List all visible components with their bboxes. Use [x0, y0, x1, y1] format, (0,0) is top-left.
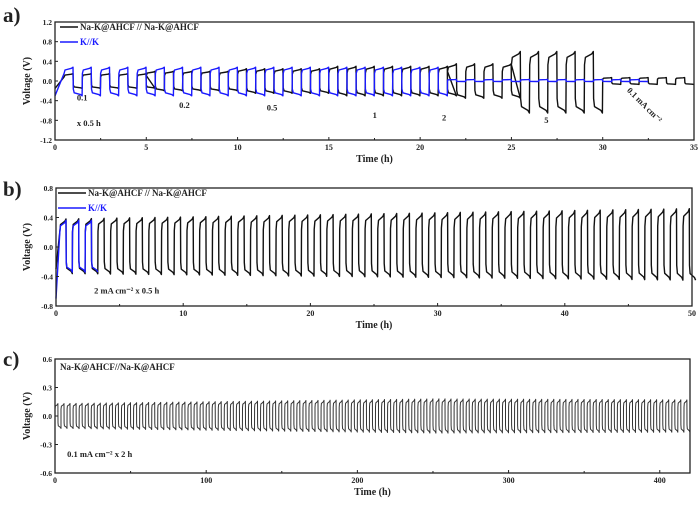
- y-axis-title: Voltage (V): [22, 57, 33, 105]
- x-tick-label: 0: [53, 476, 57, 485]
- annotation-label: 0.2: [179, 100, 190, 110]
- y-tick-label: -0.4: [41, 273, 53, 282]
- annotation-label: x 0.5 h: [77, 118, 101, 128]
- x-tick-label: 50: [688, 309, 696, 318]
- legend-label: K//K: [88, 203, 107, 213]
- y-tick-label: -0.8: [40, 116, 52, 125]
- panel-a: a)0 5 10 15 20 25 30 35-1.2-0.8-0.40.00.40.81.2…: [3, 3, 698, 165]
- y-tick-label: 0.4: [44, 214, 54, 223]
- series-line-0: [54, 398, 691, 434]
- x-tick-label: 300: [503, 476, 515, 485]
- x-tick-label: 25: [507, 143, 515, 152]
- panel-c: c) 0 100 200 300 400 -0.6 -0.3 0.0 0.3 0.6 Time (h)…: [3, 347, 691, 498]
- y-tick-label: 0.0: [43, 77, 53, 86]
- y-tick-label: 0.0: [43, 412, 53, 421]
- panel-label: c): [3, 347, 19, 371]
- annotation-label: 0.1 mA cm⁻² x 2 h: [67, 449, 132, 459]
- x-tick-label: 30: [599, 143, 607, 152]
- x-tick-label: 20: [306, 309, 314, 318]
- annotation-label: 2: [442, 112, 446, 122]
- legend-label: K//K: [80, 37, 99, 47]
- y-tick-label: -0.8: [41, 302, 53, 311]
- x-axis-title: Time (h): [354, 487, 391, 498]
- x-tick-label: 100: [200, 476, 212, 485]
- legend-label: Na-K@AHCF//Na-K@AHCF: [60, 362, 175, 372]
- x-axis-title: Time (h): [356, 320, 393, 331]
- panel-label: a): [3, 3, 21, 27]
- annotation-label: 1: [373, 110, 377, 120]
- series-line-0: [55, 207, 697, 281]
- series-line-1: [55, 219, 99, 299]
- series-line-1: [54, 66, 649, 97]
- x-tick-label: 30: [434, 309, 442, 318]
- x-tick-label: 0: [53, 143, 57, 152]
- annotation-label: 5: [544, 115, 548, 125]
- x-tick-label: 20: [416, 143, 424, 152]
- y-tick-label: -0.6: [40, 469, 52, 478]
- x-tick-label: 40: [561, 309, 569, 318]
- panel-b: b) 0 10 20 30 40 50 -0.8 -0.4 0.0 0.4 0.8 Time (h) Vo…: [3, 177, 697, 331]
- annotation-label: 0.5: [267, 103, 278, 113]
- y-tick-label: 0.0: [44, 243, 54, 252]
- y-tick-label: 0.3: [43, 384, 53, 393]
- y-axis-title: Voltage (V): [22, 223, 33, 271]
- x-tick-label: 10: [234, 143, 242, 152]
- y-tick-label: 0.8: [44, 184, 54, 193]
- legend-label: Na-K@AHCF // Na-K@AHCF: [88, 188, 207, 198]
- annotation-label: 2 mA cm⁻² x 0.5 h: [94, 285, 159, 295]
- x-tick-label: 35: [690, 143, 698, 152]
- y-tick-label: 0.6: [43, 355, 53, 364]
- x-tick-label: 400: [654, 476, 666, 485]
- x-axis-title: Time (h): [356, 154, 393, 165]
- annotation-label: 0.1 mA cm⁻²: [625, 85, 665, 125]
- x-tick-label: 15: [325, 143, 333, 152]
- y-tick-label: 0.4: [43, 57, 53, 66]
- y-tick-label: -1.2: [40, 136, 52, 145]
- y-tick-label: -0.4: [40, 97, 52, 106]
- panel-label: b): [3, 177, 22, 201]
- x-tick-label: 200: [351, 476, 363, 485]
- x-tick-label: 0: [54, 309, 58, 318]
- x-tick-label: 5: [144, 143, 148, 152]
- y-tick-label: -0.3: [40, 441, 52, 450]
- annotation-label: 0.1: [77, 93, 88, 103]
- legend-label: Na-K@AHCF // Na-K@AHCF: [80, 22, 199, 32]
- y-tick-label: 0.8: [43, 38, 53, 47]
- x-tick-label: 10: [179, 309, 187, 318]
- y-tick-label: 1.2: [43, 18, 53, 27]
- y-axis-title: Voltage (V): [22, 392, 33, 440]
